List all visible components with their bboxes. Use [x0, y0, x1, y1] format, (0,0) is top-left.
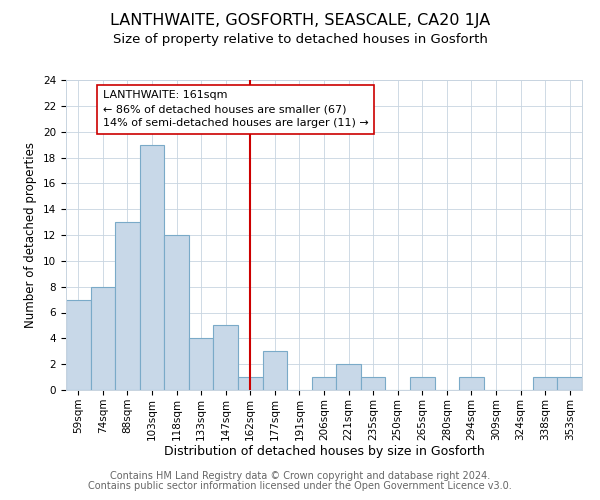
Bar: [66, 300, 91, 390]
Bar: [410, 377, 434, 390]
Bar: [312, 377, 336, 390]
Text: LANTHWAITE, GOSFORTH, SEASCALE, CA20 1JA: LANTHWAITE, GOSFORTH, SEASCALE, CA20 1JA: [110, 12, 490, 28]
Bar: [140, 144, 164, 390]
Bar: [164, 235, 189, 390]
Text: Size of property relative to detached houses in Gosforth: Size of property relative to detached ho…: [113, 32, 487, 46]
Text: Contains HM Land Registry data © Crown copyright and database right 2024.: Contains HM Land Registry data © Crown c…: [110, 471, 490, 481]
X-axis label: Distribution of detached houses by size in Gosforth: Distribution of detached houses by size …: [164, 446, 484, 458]
Bar: [91, 286, 115, 390]
Bar: [459, 377, 484, 390]
Bar: [238, 377, 263, 390]
Bar: [557, 377, 582, 390]
Bar: [189, 338, 214, 390]
Bar: [115, 222, 140, 390]
Bar: [214, 326, 238, 390]
Bar: [361, 377, 385, 390]
Text: LANTHWAITE: 161sqm
← 86% of detached houses are smaller (67)
14% of semi-detache: LANTHWAITE: 161sqm ← 86% of detached hou…: [103, 90, 368, 128]
Y-axis label: Number of detached properties: Number of detached properties: [25, 142, 37, 328]
Bar: [263, 351, 287, 390]
Bar: [533, 377, 557, 390]
Text: Contains public sector information licensed under the Open Government Licence v3: Contains public sector information licen…: [88, 481, 512, 491]
Bar: [336, 364, 361, 390]
